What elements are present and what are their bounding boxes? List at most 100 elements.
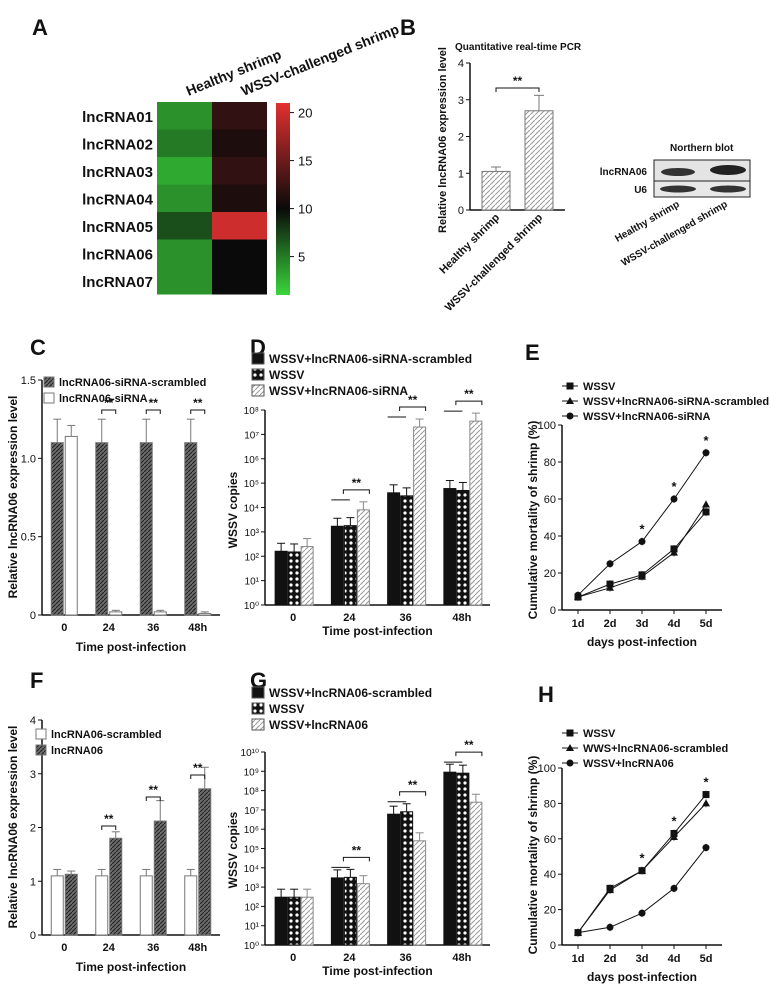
y-tick-label: 1 — [30, 876, 36, 888]
x-tick-label: 36 — [400, 952, 412, 964]
legend-label: WWS+lncRNA06-scrambled — [583, 743, 728, 755]
blot-band — [661, 168, 695, 176]
marker-circle — [638, 909, 646, 917]
heatmap-cell — [212, 184, 267, 212]
bar — [274, 550, 288, 606]
heatmap-cell — [157, 212, 212, 240]
x-axis-label: Time post-infection — [76, 640, 186, 654]
bar — [184, 442, 198, 616]
y-tick-label: 10⁷ — [244, 430, 259, 441]
y-tick-label: 60 — [544, 494, 556, 506]
bar-chart-panel-g: 10⁰ 10¹ 10² 10³ 10⁴ 10⁵ 10⁶ 10⁷ 10⁸ 10⁹ 10¹⁰ WSSV c… — [226, 686, 490, 978]
colorbar-tick-label: 5 — [298, 250, 305, 265]
legend-label: WSSV+lncRNA06 — [583, 758, 674, 770]
x-tick-label: 1d — [572, 618, 585, 630]
bar — [139, 875, 153, 936]
bar — [400, 811, 414, 946]
significance-bracket — [399, 791, 427, 796]
bar — [139, 442, 153, 616]
bar — [109, 611, 123, 616]
bar — [274, 896, 288, 946]
x-tick-label: 5d — [700, 953, 713, 965]
heatmap-cell — [212, 102, 267, 130]
y-tick-label: 10¹ — [245, 577, 260, 588]
x-tick-label: 4d — [668, 618, 681, 630]
bar — [443, 488, 457, 606]
y-tick-label: 0 — [458, 205, 464, 217]
bar — [413, 840, 427, 946]
heatmap-panel-a: lncRNA01 lncRNA02 lncRNA03 lncRNA04 lncRNA05… — [82, 21, 401, 295]
y-tick-label: 0 — [550, 605, 556, 617]
legend-label: WSSV+lncRNA06 — [269, 718, 368, 732]
heatmap-cell — [157, 129, 212, 157]
marker-triangle — [606, 886, 614, 894]
significance-label: ** — [352, 476, 362, 490]
marker-circle — [606, 923, 614, 931]
marker-triangle — [702, 799, 710, 807]
significance-bracket — [145, 409, 161, 414]
marker-circle — [702, 844, 710, 852]
bar — [50, 875, 64, 936]
y-tick-label: 10⁰ — [244, 601, 259, 612]
legend-label: lncRNA06 — [51, 745, 103, 757]
y-tick-label: 0 — [30, 610, 36, 622]
significance-label: * — [671, 813, 677, 828]
marker-triangle — [606, 583, 614, 591]
heatmap-cell — [157, 102, 212, 130]
bar — [153, 611, 167, 616]
y-tick-label: 10⁴ — [244, 504, 259, 515]
significance-label: ** — [464, 738, 474, 752]
heatmap-cell — [212, 239, 267, 267]
y-tick-label: 10¹ — [245, 922, 260, 933]
heatmap-row-label: lncRNA06 — [82, 246, 153, 263]
marker-triangle — [566, 397, 574, 404]
bar — [356, 509, 370, 606]
y-axis-label: WSSV copies — [226, 811, 240, 888]
heatmap-cell — [157, 157, 212, 185]
panel-letter-e: E — [525, 340, 540, 365]
bar — [343, 525, 357, 606]
x-tick-label: 24 — [103, 942, 116, 954]
colorbar-tick-label: 20 — [298, 106, 312, 121]
heatmap-cell — [212, 157, 267, 185]
legend-label: WSSV+lncRNA06-siRNA — [583, 411, 711, 423]
significance-bracket — [399, 406, 427, 412]
heatmap-cell — [212, 212, 267, 240]
panel-letter-h: H — [538, 682, 554, 707]
y-tick-label: 40 — [544, 869, 556, 881]
y-axis-label: Relative lncRNA06 expression level — [437, 47, 449, 233]
bar — [469, 420, 483, 606]
marker-square — [702, 791, 710, 799]
bar — [64, 873, 78, 936]
y-tick-label: 4 — [458, 58, 464, 70]
marker-triangle — [638, 572, 646, 580]
colorbar-tick-label: 15 — [298, 154, 312, 169]
bar — [330, 877, 344, 946]
heatmap-cell — [157, 239, 212, 267]
legend-swatch — [43, 376, 55, 388]
x-tick-label: 3d — [636, 618, 649, 630]
heatmap-cell — [157, 184, 212, 212]
legend-label: WSSV+lncRNA06-siRNA-scrambled — [269, 352, 472, 366]
y-tick-label: 3 — [458, 95, 464, 107]
panel-letter-b: B — [400, 15, 416, 40]
heatmap-row-label: lncRNA05 — [82, 219, 153, 236]
bar — [300, 896, 314, 946]
significance-label: ** — [193, 761, 203, 775]
legend-label: WSSV+lncRNA06-scrambled — [269, 686, 432, 700]
x-tick-label: 24 — [103, 622, 116, 634]
x-tick-label: 0 — [290, 952, 296, 964]
bar — [387, 813, 401, 946]
bar — [287, 551, 301, 606]
x-tick-label: 36 — [400, 612, 412, 624]
heatmap-cell — [157, 267, 212, 295]
x-axis-label: Time post-infection — [322, 624, 432, 638]
heatmap-row-label: lncRNA01 — [82, 109, 153, 126]
legend-swatch — [251, 368, 265, 381]
blot-row-label: lncRNA06 — [600, 167, 648, 178]
legend-swatch — [43, 392, 55, 404]
bar-chart-panel-d: 10⁰ 10¹ 10² 10³ 10⁴ 10⁵ 10⁶ 10⁷ 10⁸ WSSV copies Ti… — [226, 352, 490, 638]
significance-bracket — [190, 774, 206, 779]
